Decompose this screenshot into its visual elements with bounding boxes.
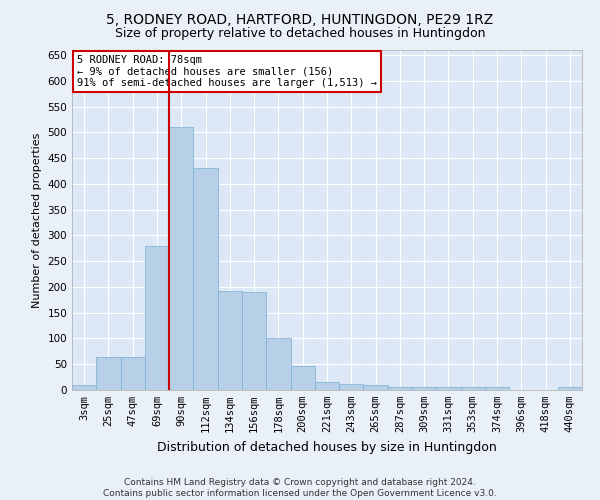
X-axis label: Distribution of detached houses by size in Huntingdon: Distribution of detached houses by size … (157, 440, 497, 454)
Text: 5, RODNEY ROAD, HARTFORD, HUNTINGDON, PE29 1RZ: 5, RODNEY ROAD, HARTFORD, HUNTINGDON, PE… (106, 12, 494, 26)
Text: 5 RODNEY ROAD: 78sqm
← 9% of detached houses are smaller (156)
91% of semi-detac: 5 RODNEY ROAD: 78sqm ← 9% of detached ho… (77, 55, 377, 88)
Bar (412, 388, 436, 390)
Bar (436, 388, 461, 390)
Text: Size of property relative to detached houses in Huntingdon: Size of property relative to detached ho… (115, 28, 485, 40)
Bar (558, 388, 582, 390)
Bar (218, 290, 242, 390)
Bar (485, 388, 509, 390)
Bar (388, 388, 412, 390)
Bar (72, 385, 96, 390)
Text: Contains HM Land Registry data © Crown copyright and database right 2024.
Contai: Contains HM Land Registry data © Crown c… (103, 478, 497, 498)
Bar (461, 388, 485, 390)
Y-axis label: Number of detached properties: Number of detached properties (32, 132, 42, 308)
Bar (266, 338, 290, 390)
Bar (242, 292, 266, 390)
Bar (96, 356, 121, 390)
Bar (121, 356, 145, 390)
Bar (339, 384, 364, 390)
Bar (290, 366, 315, 390)
Bar (315, 382, 339, 390)
Bar (169, 128, 193, 390)
Bar (193, 168, 218, 390)
Bar (145, 246, 169, 390)
Bar (364, 386, 388, 390)
